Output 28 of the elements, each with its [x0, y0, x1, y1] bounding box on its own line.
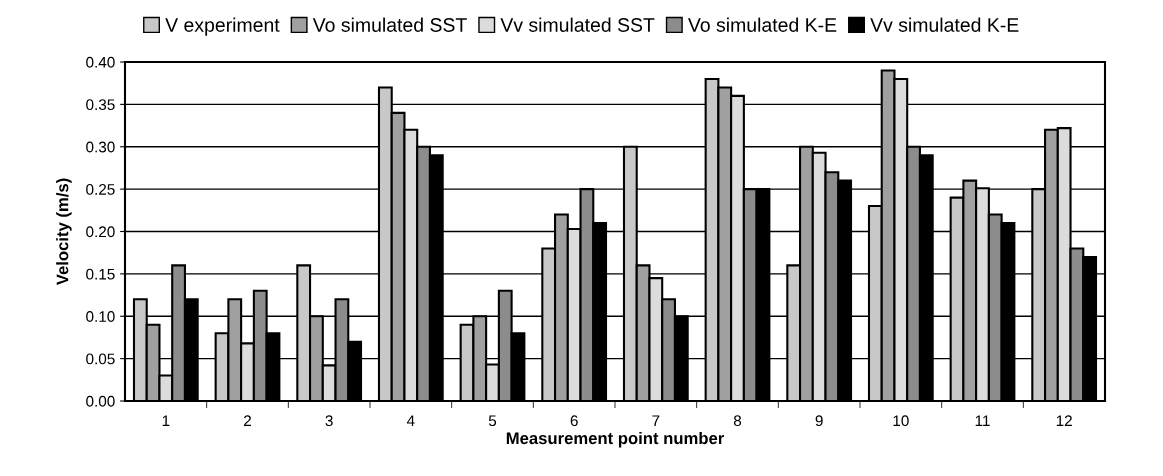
y-tick-label: 0.00: [86, 395, 115, 407]
x-tick-label: 7: [652, 415, 660, 426]
x-tick-label: 10: [893, 415, 909, 427]
x-tick-label: 12: [1056, 415, 1072, 426]
x-tick-label: 9: [815, 415, 823, 427]
y-tick-label: 0.20: [86, 226, 115, 238]
legend-label: Vo simulated K-E: [688, 17, 837, 32]
y-tick-label: 0.25: [86, 183, 115, 195]
y-tick-label: 0.30: [86, 141, 115, 153]
y-axis-title: Velocity (m/s): [56, 178, 72, 286]
y-tick-label: 0.40: [86, 56, 115, 68]
y-tick-label: 0.10: [86, 311, 115, 322]
y-tick-label: 0.15: [86, 268, 115, 280]
x-tick-label: 11: [975, 415, 990, 426]
legend-label: Vo simulated SST: [312, 17, 467, 32]
y-tick-label: 0.35: [86, 99, 115, 111]
x-axis-title: Measurement point number: [506, 431, 725, 448]
x-tick-label: 8: [733, 415, 742, 427]
x-tick-label: 6: [570, 415, 578, 427]
x-tick-label: 3: [325, 415, 333, 427]
x-tick-label: 1: [162, 415, 170, 426]
legend-label: Vv simulated K-E: [870, 17, 1019, 32]
legend-label: Vv simulated SST: [500, 17, 655, 32]
y-tick-label: 0.05: [86, 353, 115, 365]
x-tick-label: 4: [406, 415, 415, 426]
legend-label: V experiment: [165, 17, 280, 36]
x-tick-label: 2: [244, 415, 251, 426]
x-tick-label: 5: [488, 415, 497, 427]
